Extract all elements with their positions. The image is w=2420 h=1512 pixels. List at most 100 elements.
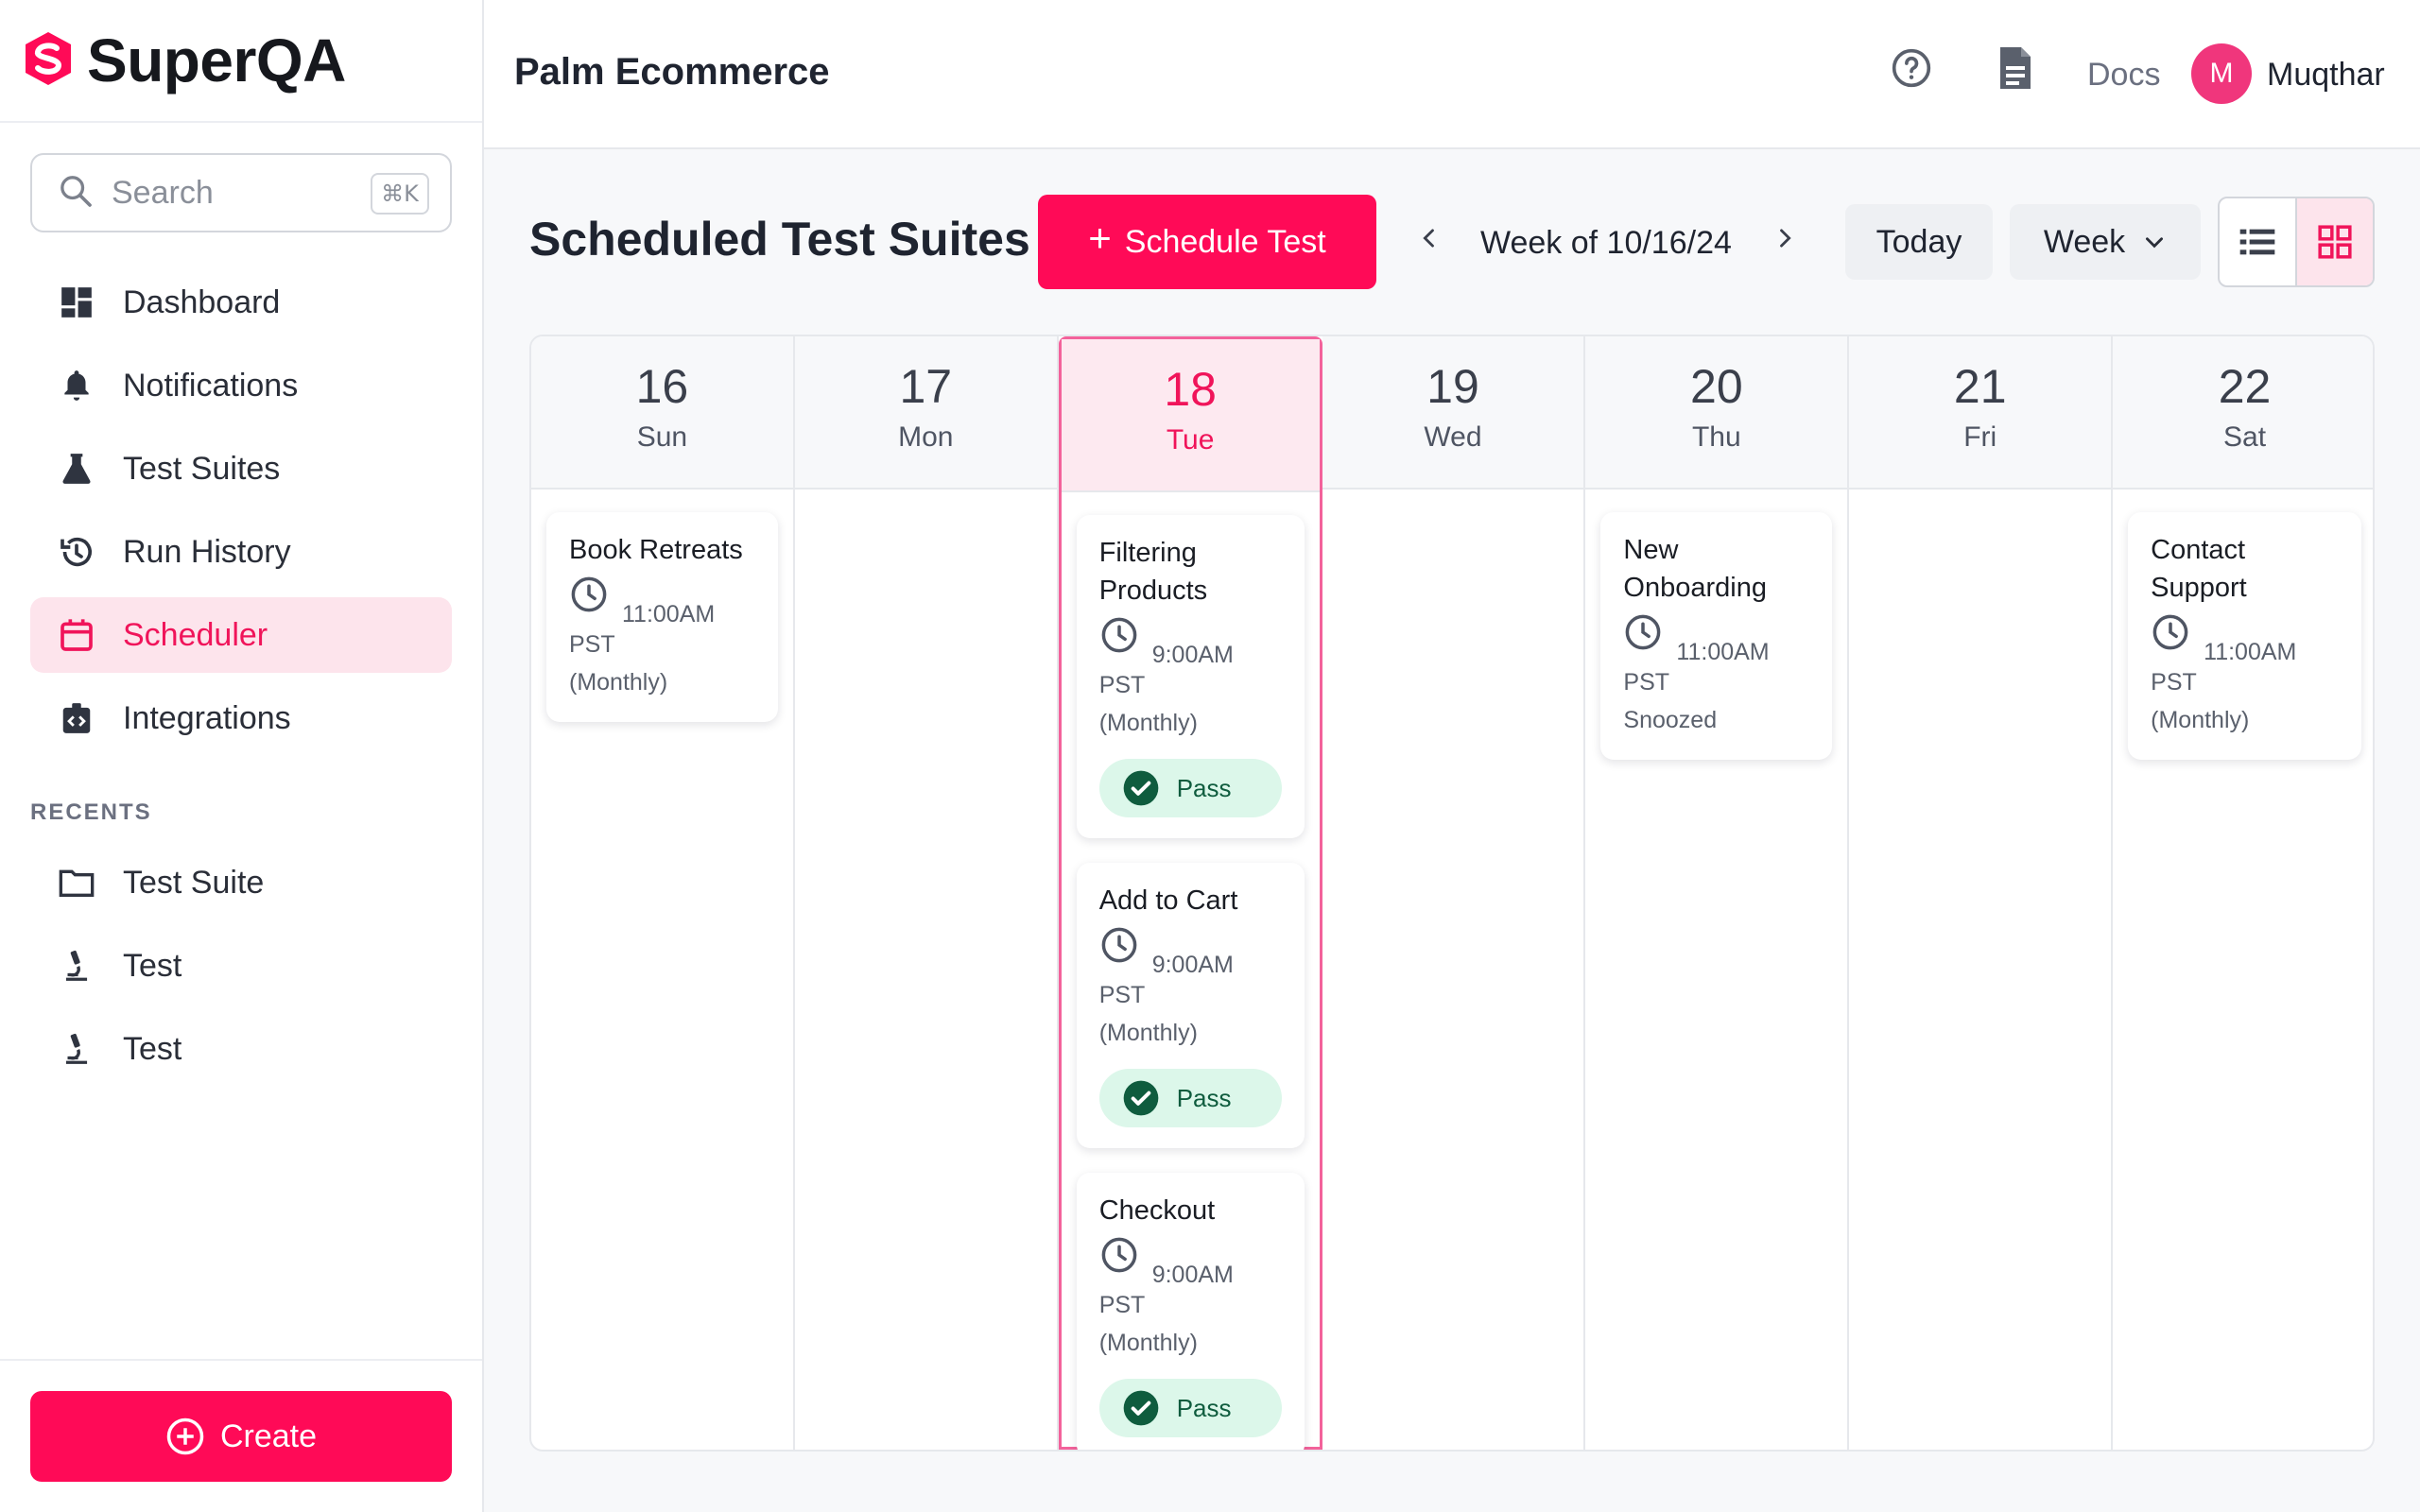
integrations-icon bbox=[55, 696, 98, 740]
avatar[interactable]: M bbox=[2191, 43, 2252, 104]
day-column-thu[interactable]: 20 Thu New Onboarding 11:00AM PST Snoozed bbox=[1585, 336, 1850, 1450]
day-number: 20 bbox=[1690, 360, 1743, 413]
grid-icon bbox=[2318, 225, 2352, 259]
recent-item-label: Test bbox=[123, 1030, 182, 1067]
week-label: Week of 10/16/24 bbox=[1480, 225, 1732, 261]
clock-icon bbox=[1099, 925, 1139, 976]
sidebar-item-scheduler[interactable]: Scheduler bbox=[30, 597, 452, 673]
view-toggle bbox=[2218, 197, 2375, 287]
recent-item-test[interactable]: Test bbox=[30, 1011, 452, 1087]
day-events: Filtering Products 9:00AM PST (Monthly) Pass… bbox=[1062, 492, 1320, 1450]
day-column-tue[interactable]: 18 Tue Filtering Products 9:00AM PST (Monthly… bbox=[1058, 336, 1322, 1450]
schedule-timezone: PST bbox=[1098, 982, 1146, 1008]
sidebar-item-dashboard[interactable]: Dashboard bbox=[30, 265, 452, 340]
schedule-test-button[interactable]: + Schedule Test bbox=[1038, 195, 1376, 289]
day-column-sun[interactable]: 16 Sun Book Retreats 11:00AM PST (Monthly) bbox=[531, 336, 795, 1450]
recent-item-test-suite[interactable]: Test Suite bbox=[30, 845, 452, 920]
clock-icon bbox=[1623, 612, 1663, 663]
scheduled-test-card[interactable]: Add to Cart 9:00AM PST (Monthly) Pass bbox=[1076, 863, 1305, 1148]
sidebar-item-label: Test Suites bbox=[123, 450, 281, 487]
day-of-week: Sat bbox=[2223, 421, 2267, 453]
check-circle-icon bbox=[1122, 1079, 1160, 1117]
list-view-button[interactable] bbox=[2220, 198, 2295, 285]
day-header: 18 Tue bbox=[1061, 339, 1320, 492]
test-suite-name: Book Retreats bbox=[569, 535, 743, 565]
day-of-week: Tue bbox=[1166, 424, 1215, 455]
view-range-select[interactable]: Week bbox=[2010, 204, 2201, 280]
recent-item-label: Test Suite bbox=[123, 864, 265, 901]
schedule-info: 9:00AM PST (Monthly) bbox=[1099, 615, 1282, 742]
search-shortcut: ⌘K bbox=[371, 173, 429, 215]
day-of-week: Mon bbox=[898, 421, 954, 453]
flask-icon bbox=[55, 447, 98, 490]
schedule-time: 9:00AM bbox=[1151, 952, 1234, 978]
document-icon[interactable] bbox=[1996, 45, 2034, 95]
sidebar-item-test-suites[interactable]: Test Suites bbox=[30, 431, 452, 507]
next-week-button[interactable] bbox=[1764, 217, 1806, 259]
schedule-timezone: PST bbox=[569, 631, 615, 658]
schedule-time: 9:00AM bbox=[1151, 642, 1234, 668]
create-button[interactable]: Create bbox=[30, 1391, 452, 1482]
page-title: Scheduled Test Suites bbox=[529, 213, 1030, 266]
day-of-week: Thu bbox=[1691, 421, 1741, 453]
schedule-recurrence: (Monthly) bbox=[569, 669, 668, 696]
day-of-week: Wed bbox=[1424, 421, 1482, 453]
sidebar-nav: Dashboard Notifications Test Suites Run … bbox=[30, 265, 452, 764]
test-suite-name: Checkout bbox=[1098, 1195, 1216, 1226]
plus-circle-icon bbox=[165, 1417, 205, 1456]
scheduled-test-card[interactable]: Book Retreats 11:00AM PST (Monthly) bbox=[546, 512, 778, 722]
day-header: 19 Wed bbox=[1322, 336, 1584, 490]
docs-link[interactable]: Docs bbox=[2087, 57, 2161, 93]
day-number: 17 bbox=[899, 360, 953, 413]
clock-icon bbox=[1099, 1235, 1139, 1286]
chevron-down-icon bbox=[2142, 230, 2167, 254]
chevron-right-icon bbox=[1780, 229, 1791, 248]
day-column-wed[interactable]: 19 Wed bbox=[1322, 336, 1586, 1450]
schedule-time: 9:00AM bbox=[1151, 1262, 1234, 1288]
day-number: 16 bbox=[635, 360, 689, 413]
day-events bbox=[1849, 490, 2111, 512]
day-column-fri[interactable]: 21 Fri bbox=[1849, 336, 2114, 1450]
sidebar-item-run-history[interactable]: Run History bbox=[30, 514, 452, 590]
day-header: 22 Sat bbox=[2113, 336, 2373, 490]
folder-icon bbox=[55, 861, 98, 904]
grid-view-button[interactable] bbox=[2295, 198, 2373, 285]
search-input[interactable]: Search ⌘K bbox=[30, 153, 452, 232]
sidebar-item-notifications[interactable]: Notifications bbox=[30, 348, 452, 423]
superqa-logo-icon bbox=[19, 29, 78, 93]
clock-icon bbox=[1099, 615, 1139, 666]
test-suite-name: New Onboarding bbox=[1623, 535, 1767, 603]
sidebar: SuperQA Search ⌘K Dashboard Notification… bbox=[0, 0, 484, 1512]
status-label: Pass bbox=[1176, 773, 1232, 802]
status-badge: Pass bbox=[1098, 1379, 1282, 1437]
scheduled-test-card[interactable]: Contact Support 11:00AM PST (Monthly) bbox=[2128, 512, 2361, 760]
sidebar-item-label: Dashboard bbox=[123, 284, 281, 320]
brand-name: SuperQA bbox=[87, 26, 346, 94]
day-column-mon[interactable]: 17 Mon bbox=[794, 336, 1059, 1450]
sidebar-item-label: Scheduler bbox=[123, 616, 268, 653]
test-suite-name: Add to Cart bbox=[1098, 885, 1238, 916]
scheduled-test-card[interactable]: Checkout 9:00AM PST (Monthly) Pass bbox=[1076, 1173, 1305, 1450]
schedule-info: 11:00AM PST (Monthly) bbox=[569, 575, 755, 701]
day-column-sat[interactable]: 22 Sat Contact Support 11:00AM PST (Monthly) bbox=[2113, 336, 2373, 1450]
day-number: 19 bbox=[1426, 360, 1479, 413]
day-number: 21 bbox=[1953, 360, 2007, 413]
brand[interactable]: SuperQA bbox=[0, 0, 482, 123]
day-header: 20 Thu bbox=[1585, 336, 1848, 490]
status-label: Pass bbox=[1176, 1393, 1232, 1422]
sidebar-item-integrations[interactable]: Integrations bbox=[30, 680, 452, 756]
today-button[interactable]: Today bbox=[1845, 204, 1993, 280]
help-icon[interactable] bbox=[1891, 47, 1932, 94]
username[interactable]: Muqthar bbox=[2267, 57, 2385, 93]
recents-list: Test Suite Test Test bbox=[30, 845, 452, 1094]
prev-week-button[interactable] bbox=[1409, 217, 1450, 259]
scheduled-test-card[interactable]: Filtering Products 9:00AM PST (Monthly) Pass bbox=[1076, 515, 1305, 838]
sidebar-footer: Create bbox=[0, 1359, 482, 1512]
day-header: 16 Sun bbox=[531, 336, 793, 490]
recent-item-label: Test bbox=[123, 947, 182, 984]
recent-item-test[interactable]: Test bbox=[30, 928, 452, 1004]
scheduled-test-card[interactable]: New Onboarding 11:00AM PST Snoozed bbox=[1600, 512, 1833, 760]
schedule-info: 9:00AM PST (Monthly) bbox=[1099, 1235, 1282, 1362]
day-header: 17 Mon bbox=[794, 336, 1057, 490]
test-suite-name: Contact Support bbox=[2151, 535, 2247, 603]
